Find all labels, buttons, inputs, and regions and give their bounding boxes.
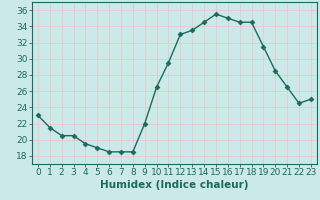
X-axis label: Humidex (Indice chaleur): Humidex (Indice chaleur) [100,180,249,190]
